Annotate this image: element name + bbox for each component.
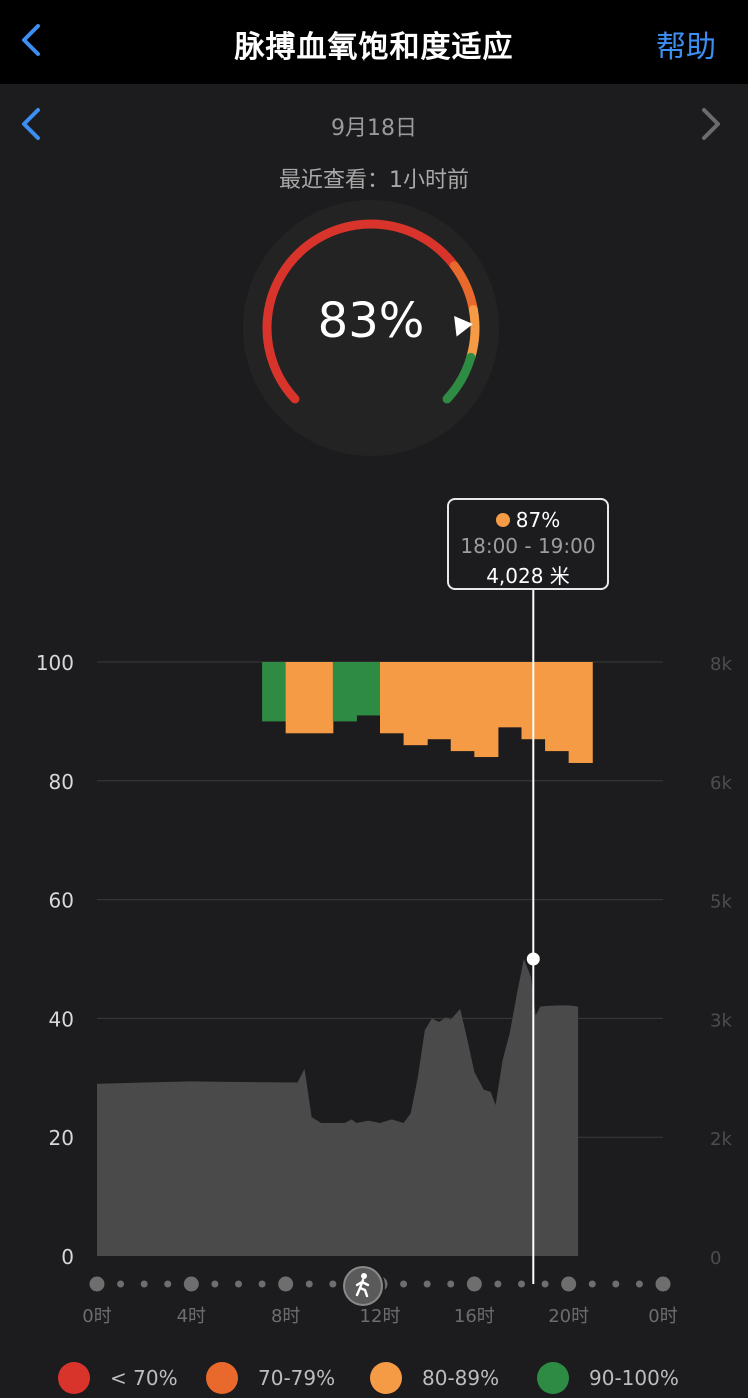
spo2-bar[interactable]	[450, 662, 475, 752]
timeline-dot	[183, 1276, 199, 1292]
y-right-tick-label: 3k	[710, 1010, 732, 1031]
x-tick-label: 12时	[360, 1306, 401, 1327]
legend-label: 70-79%	[258, 1366, 336, 1390]
timeline-dot	[635, 1280, 643, 1288]
timeline-dot	[117, 1280, 125, 1288]
x-tick-label: 0时	[82, 1306, 111, 1327]
y-axis-right: 0 2k 3k 5k 6k 8k	[710, 654, 732, 1269]
gauge-arcs	[262, 219, 480, 404]
legend-label: 80-89%	[422, 1366, 500, 1390]
walking-person-icon	[355, 1273, 370, 1298]
tooltip-time-range: 18:00 - 19:00	[460, 534, 596, 558]
selection-cursor[interactable]	[526, 590, 540, 1284]
y-right-tick-label: 5k	[710, 892, 732, 913]
timeline-dot	[278, 1276, 294, 1292]
chevron-left-icon	[22, 108, 40, 140]
spo2-bars	[262, 662, 593, 763]
last-viewed-text: 最近查看：1小时前	[279, 168, 469, 193]
next-day-button[interactable]	[692, 102, 728, 146]
y-right-tick-label: 6k	[710, 773, 732, 794]
x-tick-label: 16时	[454, 1306, 495, 1327]
spo2-bar[interactable]	[309, 662, 334, 734]
spo2-bar[interactable]	[285, 662, 310, 734]
y-left-tick-label: 40	[49, 1007, 74, 1031]
cursor-point[interactable]	[526, 952, 540, 966]
legend-swatch	[537, 1362, 569, 1394]
altitude-area-path	[97, 959, 579, 1256]
timeline-dot	[211, 1280, 219, 1288]
spo2-bar[interactable]	[356, 662, 381, 716]
y-right-tick-label: 2k	[710, 1129, 732, 1150]
timeline-dot	[612, 1280, 620, 1288]
spo2-bar[interactable]	[403, 662, 428, 746]
timeline-dot	[305, 1280, 313, 1288]
timeline-dot	[561, 1276, 577, 1292]
timeline-dot	[655, 1276, 671, 1292]
timeline-dot	[140, 1280, 148, 1288]
y-left-tick-label: 0	[61, 1245, 74, 1269]
timeline-dot	[164, 1280, 172, 1288]
x-tick-label: 4时	[177, 1306, 206, 1327]
spo2-chart: 0 20 40 60 80 100 0 2k 3k 5k 6k 8k 0时 4时 8时 12时 16时 20时…	[36, 590, 732, 1327]
tooltip-altitude: 4,028 米	[486, 564, 570, 588]
spo2-bar[interactable]	[568, 662, 593, 763]
gauge-arc-below-70	[262, 219, 459, 404]
spo2-bar[interactable]	[474, 662, 499, 758]
gauge-background	[243, 200, 499, 456]
spo2-bar[interactable]	[262, 662, 287, 722]
timeline-dot	[466, 1276, 482, 1292]
timeline-dot	[400, 1280, 408, 1288]
legend-swatch	[206, 1362, 238, 1394]
page-title: 脉搏血氧饱和度适应	[234, 30, 514, 65]
timeline-dot	[447, 1280, 455, 1288]
y-left-tick-label: 80	[49, 770, 74, 794]
help-button[interactable]: 帮助	[656, 30, 716, 65]
tooltip-color-dot	[495, 513, 510, 527]
nav-bar: 脉搏血氧饱和度适应 帮助	[0, 0, 748, 84]
spo2-bar[interactable]	[545, 662, 570, 752]
timeline-dot	[258, 1280, 266, 1288]
legend-swatch	[58, 1362, 90, 1394]
chevron-left-icon	[22, 24, 40, 56]
timeline-dot	[235, 1280, 242, 1288]
tooltip-percent-row: 87%	[449, 508, 607, 532]
gauge-value: 83%	[317, 293, 425, 349]
timeline-dot	[423, 1280, 431, 1288]
timeline-dot	[541, 1280, 549, 1288]
spo2-bar[interactable]	[427, 662, 452, 740]
legend-label: 90-100%	[589, 1366, 679, 1390]
selection-tooltip: 87% 18:00 - 19:00 4,028 米	[447, 498, 609, 590]
y-axis-left: 0 20 40 60 80 100	[36, 651, 74, 1269]
spo2-bar[interactable]	[332, 662, 357, 722]
spo2-bar[interactable]	[380, 662, 405, 734]
altitude-area	[97, 959, 579, 1256]
y-right-tick-label: 0	[710, 1248, 721, 1269]
x-tick-label: 8时	[271, 1306, 300, 1327]
legend-swatch	[370, 1362, 402, 1394]
timeline-dot	[494, 1280, 502, 1288]
x-tick-label: 0时	[648, 1306, 677, 1327]
spo2-gauge	[243, 200, 499, 456]
y-left-tick-label: 20	[49, 1126, 74, 1150]
timeline-dot	[89, 1276, 105, 1292]
current-date: 9月18日	[331, 116, 417, 141]
y-right-tick-label: 8k	[710, 654, 732, 675]
activity-marker-button[interactable]	[341, 1264, 385, 1308]
legend: < 70% 70-79% 80-89% 90-100%	[0, 1360, 748, 1398]
timeline-dot	[588, 1280, 596, 1288]
x-tick-label: 20时	[548, 1306, 589, 1327]
chevron-right-icon	[702, 108, 720, 140]
tooltip-percent: 87%	[515, 508, 561, 532]
back-button[interactable]	[14, 18, 54, 62]
gauge-pointer-icon	[454, 315, 473, 337]
y-left-tick-label: 60	[49, 889, 74, 913]
y-left-tick-label: 100	[36, 651, 74, 675]
spo2-bar[interactable]	[497, 662, 522, 728]
gauge-arc-90-100	[442, 352, 476, 404]
legend-label: < 70%	[110, 1366, 178, 1390]
timeline-dot	[518, 1280, 525, 1288]
previous-day-button[interactable]	[14, 102, 50, 146]
timeline-dot	[329, 1280, 337, 1288]
